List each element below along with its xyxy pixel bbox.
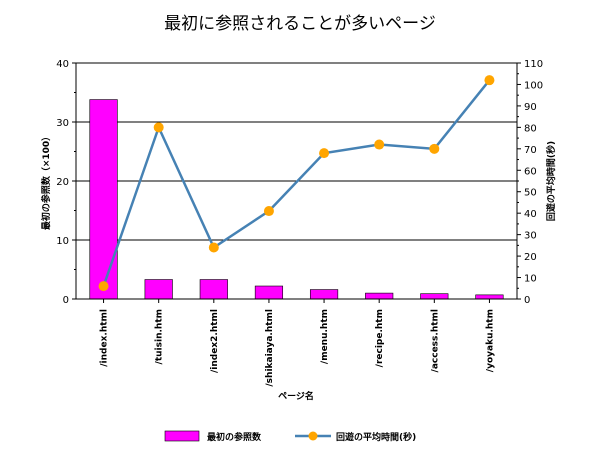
legend-bar-swatch [164, 430, 200, 442]
right-tick-label-8: 80 [524, 123, 537, 134]
chart-title: 最初に参照されることが多いページ [164, 14, 436, 34]
x-tick-label-0: /index.html [100, 309, 110, 367]
left-tick-label-4: 40 [56, 59, 69, 70]
left-axis-ticks: 0 10 20 30 40 [56, 59, 76, 306]
left-axis-label: 最初の参照数（×100） [40, 132, 52, 230]
right-tick-label-4: 40 [524, 209, 537, 220]
x-tick-label-7: /yoyaku.htm [485, 309, 495, 372]
right-tick-label-11: 110 [524, 59, 543, 70]
right-tick-label-10: 100 [524, 80, 543, 91]
line-point-6 [429, 143, 440, 154]
right-tick-label-7: 70 [524, 145, 537, 156]
right-tick-label-0: 0 [524, 295, 530, 306]
legend-line-marker [308, 431, 318, 441]
x-tick-label-2: /index2.html [210, 309, 220, 373]
line-point-0 [98, 281, 109, 292]
x-tick-label-4: /menu.htm [320, 309, 330, 364]
bar-0 [89, 99, 118, 300]
right-tick-label-2: 20 [524, 252, 537, 263]
category-labels: /index.html/tuisin.htm/index2.html/shika… [100, 299, 495, 387]
left-tick-label-3: 30 [56, 118, 69, 129]
line-point-2 [208, 242, 219, 253]
bar-series [89, 99, 504, 300]
line-path [102, 79, 491, 287]
line-point-7 [484, 75, 495, 86]
x-tick-label-3: /shikaiaya.html [265, 309, 275, 387]
line-point-5 [374, 139, 385, 150]
right-tick-label-6: 60 [524, 166, 537, 177]
right-tick-label-9: 90 [524, 102, 537, 113]
legend: 最初の参照数 回遊の平均時間(秒) [164, 430, 416, 443]
x-axis-label: ページ名 [278, 390, 314, 402]
left-tick-label-1: 10 [56, 236, 69, 247]
line-point-1 [153, 122, 164, 133]
bar-3 [254, 285, 284, 300]
bar-7 [475, 294, 504, 300]
x-tick-label-5: /recipe.htm [375, 309, 385, 367]
right-axis-ticks: 0 10 20 30 40 50 60 70 80 90 100 110 [517, 59, 543, 306]
line-point-3 [263, 206, 274, 217]
left-tick-label-0: 0 [63, 295, 69, 306]
bar-1 [144, 279, 173, 300]
x-tick-label-1: /tuisin.htm [155, 309, 165, 364]
bar-5 [365, 292, 394, 300]
legend-line-label: 回遊の平均時間(秒) [336, 431, 416, 443]
bar-4 [309, 289, 339, 300]
bar-6 [420, 293, 449, 300]
x-tick-label-6: /access.html [430, 309, 440, 372]
right-axis-label: 回遊の平均時間(秒) [545, 141, 557, 221]
legend-bar-label: 最初の参照数 [207, 431, 262, 443]
line-point-4 [319, 148, 330, 159]
left-tick-label-2: 20 [56, 177, 69, 188]
right-tick-label-3: 30 [524, 231, 537, 242]
right-tick-label-1: 10 [524, 274, 537, 285]
right-tick-label-5: 50 [524, 188, 537, 199]
line-series [98, 75, 495, 292]
bar-2 [199, 279, 228, 300]
